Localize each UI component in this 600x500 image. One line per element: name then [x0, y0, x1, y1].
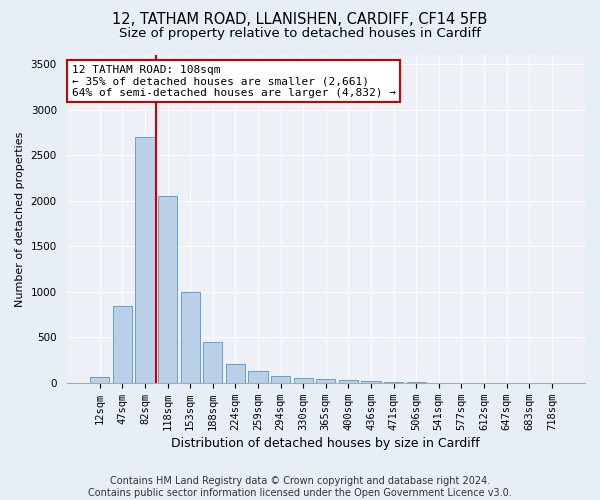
- Y-axis label: Number of detached properties: Number of detached properties: [15, 131, 25, 306]
- Bar: [293, 378, 313, 383]
- Bar: [361, 381, 380, 383]
- Bar: [90, 378, 109, 383]
- Bar: [384, 382, 403, 383]
- Text: 12, TATHAM ROAD, LLANISHEN, CARDIFF, CF14 5FB: 12, TATHAM ROAD, LLANISHEN, CARDIFF, CF1…: [112, 12, 488, 28]
- Bar: [248, 370, 268, 383]
- Bar: [226, 364, 245, 383]
- Bar: [181, 292, 200, 383]
- Bar: [271, 376, 290, 383]
- Bar: [136, 137, 155, 383]
- Bar: [113, 306, 132, 383]
- Text: Size of property relative to detached houses in Cardiff: Size of property relative to detached ho…: [119, 28, 481, 40]
- Bar: [316, 379, 335, 383]
- Bar: [339, 380, 358, 383]
- Text: 12 TATHAM ROAD: 108sqm
← 35% of detached houses are smaller (2,661)
64% of semi-: 12 TATHAM ROAD: 108sqm ← 35% of detached…: [72, 65, 396, 98]
- Bar: [158, 196, 177, 383]
- Text: Contains HM Land Registry data © Crown copyright and database right 2024.
Contai: Contains HM Land Registry data © Crown c…: [88, 476, 512, 498]
- Bar: [203, 342, 223, 383]
- X-axis label: Distribution of detached houses by size in Cardiff: Distribution of detached houses by size …: [172, 437, 480, 450]
